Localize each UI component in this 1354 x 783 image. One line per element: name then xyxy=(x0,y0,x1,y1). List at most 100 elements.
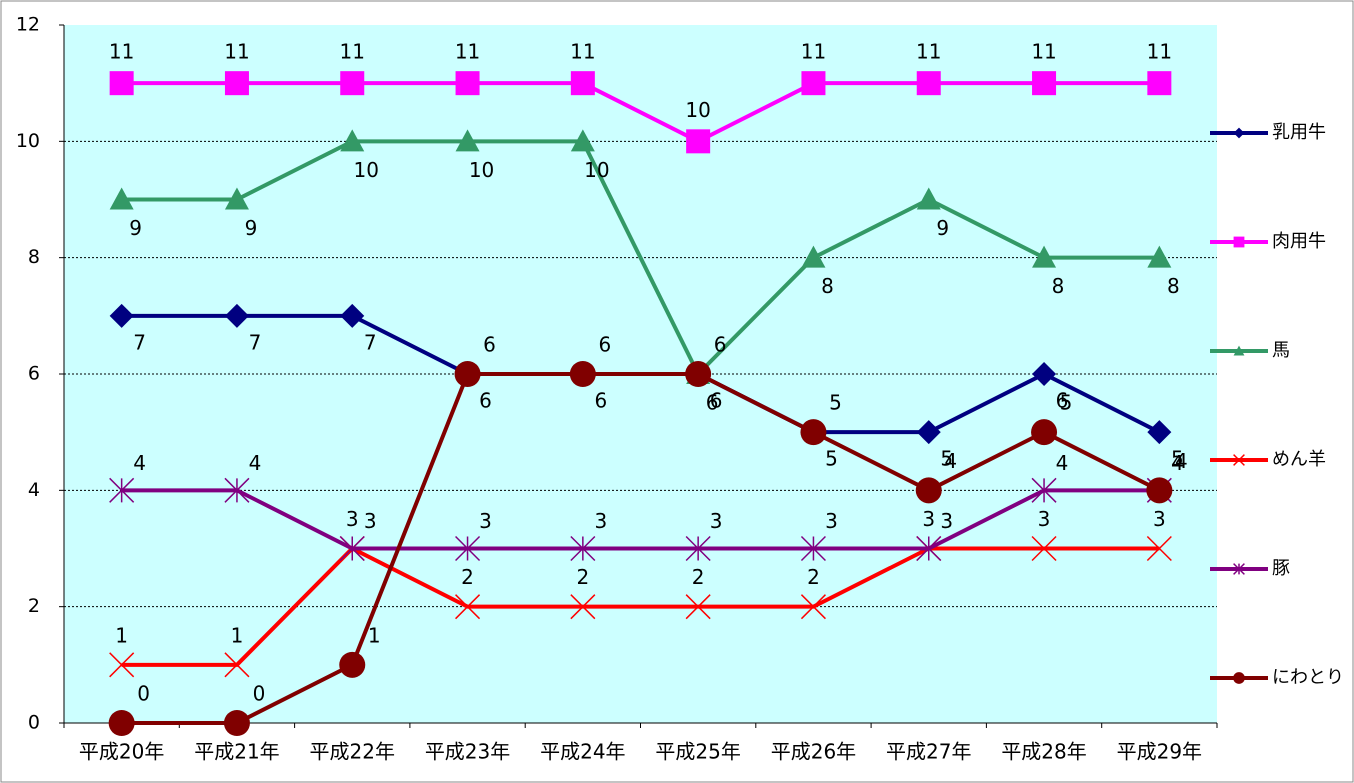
marker xyxy=(916,535,942,562)
series-line xyxy=(121,372,1161,725)
marker xyxy=(916,420,941,445)
marker xyxy=(800,535,826,562)
marker-shape xyxy=(455,71,480,96)
data-label: 2 xyxy=(692,565,705,589)
data-label: 11 xyxy=(570,40,595,64)
x-tick-label: 平成26年 xyxy=(771,740,856,764)
marker xyxy=(455,535,481,562)
y-tick-label: 8 xyxy=(28,246,40,268)
marker xyxy=(800,594,826,620)
marker-shape xyxy=(340,71,365,96)
data-label: 11 xyxy=(455,40,480,64)
marker xyxy=(570,535,596,562)
y-tick-label: 4 xyxy=(28,479,40,501)
marker-shape xyxy=(224,652,250,678)
data-label: 10 xyxy=(685,98,710,122)
marker xyxy=(339,535,365,562)
marker-shape xyxy=(1147,420,1172,445)
marker xyxy=(685,535,711,562)
marker xyxy=(109,71,134,96)
marker-shape xyxy=(1147,71,1172,96)
marker xyxy=(109,187,134,210)
data-label: 6 xyxy=(714,333,727,357)
marker xyxy=(339,651,366,678)
marker xyxy=(1233,345,1245,356)
marker-shape xyxy=(916,71,941,96)
marker-shape xyxy=(1146,535,1172,562)
data-label: 2 xyxy=(461,565,474,589)
marker xyxy=(224,187,249,210)
legend-label: 乳用牛 xyxy=(1272,122,1326,143)
y-tick-label: 0 xyxy=(28,712,40,734)
marker-shape xyxy=(569,361,596,387)
data-label: 3 xyxy=(922,507,935,531)
marker-shape xyxy=(1233,236,1245,248)
data-label: 2 xyxy=(807,565,820,589)
x-tick-label: 平成29年 xyxy=(1117,740,1202,764)
marker xyxy=(570,129,595,152)
legend-label: にわとり xyxy=(1272,667,1344,688)
data-label: 3 xyxy=(594,509,607,533)
marker xyxy=(1233,454,1245,466)
marker-shape xyxy=(455,129,480,152)
marker xyxy=(224,477,250,503)
marker-shape xyxy=(1031,535,1057,562)
marker xyxy=(1032,71,1057,96)
data-label: 4 xyxy=(133,451,146,475)
x-tick-label: 平成25年 xyxy=(655,740,740,764)
data-label: 1 xyxy=(231,623,244,647)
data-label: 3 xyxy=(346,507,359,531)
data-label: 11 xyxy=(224,40,249,64)
data-label: 7 xyxy=(133,330,146,354)
marker xyxy=(1147,245,1172,268)
data-label: 9 xyxy=(936,216,949,240)
marker-shape xyxy=(108,710,135,736)
marker xyxy=(109,303,134,328)
data-label: 11 xyxy=(916,40,941,64)
marker xyxy=(685,361,712,387)
marker xyxy=(340,303,365,328)
marker-shape xyxy=(224,187,249,210)
data-label: 6 xyxy=(598,333,611,357)
marker xyxy=(916,71,941,96)
series-line xyxy=(121,139,1160,378)
data-label: 11 xyxy=(340,40,365,64)
marker-shape xyxy=(223,710,250,736)
series-line xyxy=(121,81,1160,144)
marker-shape xyxy=(109,303,134,328)
data-label: 1 xyxy=(115,623,128,647)
x-tick-label: 平成23年 xyxy=(425,740,510,764)
marker-shape xyxy=(685,535,711,562)
marker-shape xyxy=(224,71,249,96)
data-label: 6 xyxy=(479,389,492,413)
marker-shape xyxy=(801,71,826,96)
y-tick-label: 10 xyxy=(16,130,40,152)
data-label: 2 xyxy=(576,565,589,589)
marker xyxy=(455,594,481,620)
marker xyxy=(224,71,249,96)
data-label: 6 xyxy=(594,389,607,413)
data-label: 5 xyxy=(829,391,842,415)
marker-shape xyxy=(339,535,365,562)
marker xyxy=(1032,245,1057,268)
marker-shape xyxy=(685,361,712,387)
marker-shape xyxy=(1032,245,1057,268)
data-label: 5 xyxy=(1171,447,1184,471)
data-label: 6 xyxy=(710,389,723,413)
data-label: 6 xyxy=(1056,389,1069,413)
marker-shape xyxy=(109,652,135,678)
data-label: 4 xyxy=(1175,449,1188,473)
marker-shape xyxy=(109,187,134,210)
marker xyxy=(1146,477,1173,504)
marker xyxy=(1233,127,1245,139)
legend-label: 肉用牛 xyxy=(1272,231,1326,252)
x-tick-label: 平成27年 xyxy=(886,740,971,764)
y-tick-label: 12 xyxy=(16,14,40,36)
data-label: 3 xyxy=(479,509,492,533)
marker-shape xyxy=(1032,71,1057,96)
marker-shape xyxy=(339,651,366,678)
data-label: 11 xyxy=(1031,40,1056,64)
marker xyxy=(1147,71,1172,96)
x-tick-label: 平成28年 xyxy=(1001,740,1086,764)
